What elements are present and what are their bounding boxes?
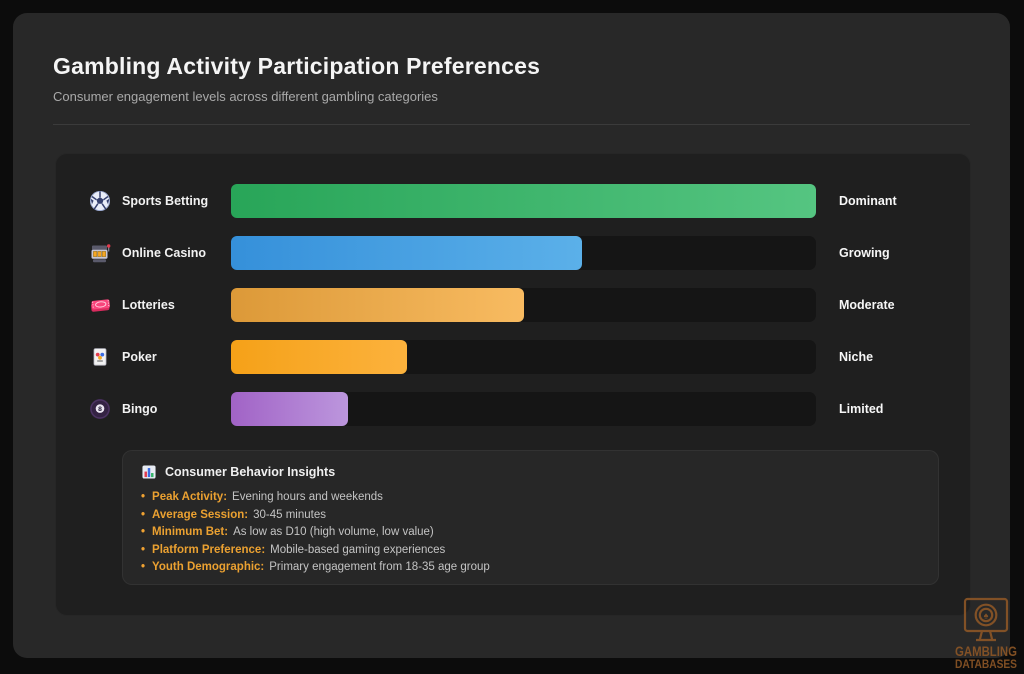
insight-text: Primary engagement from 18-35 age group: [269, 561, 490, 574]
insight-item: • Minimum Bet: As low as D10 (high volume,…: [141, 524, 920, 542]
bar-fill: [231, 340, 407, 374]
bar-row: Lotteries Moderate: [89, 288, 970, 322]
status-label: Dominant: [839, 194, 897, 208]
bar-track: [231, 288, 816, 322]
insight-label: Average Session:: [152, 508, 249, 521]
spade-icon: ♠: [984, 611, 989, 621]
insights-panel: Consumer Behavior Insights • Peak Activit…: [122, 450, 939, 585]
insight-text: Evening hours and weekends: [232, 491, 383, 503]
insight-text: 30-45 minutes: [253, 508, 326, 521]
category-label: Online Casino: [122, 246, 207, 260]
watermark-line2: DATABASES: [955, 659, 1017, 671]
bullet-icon: •: [141, 561, 146, 574]
insights-header: Consumer Behavior Insights: [141, 464, 920, 480]
bar-fill: [231, 184, 816, 218]
insight-label: Minimum Bet:: [152, 526, 229, 539]
bar-chart-icon: [141, 464, 157, 480]
slot-machine-icon: [89, 242, 111, 264]
bar-track: [231, 340, 816, 374]
bar-fill: [231, 288, 524, 322]
svg-text:8: 8: [98, 406, 102, 413]
admission-ticket-icon: [89, 294, 111, 316]
insight-text: As low as D10 (high volume, low value): [233, 526, 434, 539]
insight-label: Peak Activity:: [152, 491, 228, 503]
insight-item: • Youth Demographic: Primary engagement fr…: [141, 559, 920, 577]
pool-8-ball-icon: 8: [89, 398, 111, 420]
watermark-line1: GAMBLING: [955, 644, 1017, 659]
poker-chip-icon: [974, 603, 998, 627]
category-label: Lotteries: [122, 298, 175, 312]
insight-item: • Peak Activity: Evening hours and weekend…: [141, 489, 920, 507]
category-label: Sports Betting: [122, 194, 209, 208]
insight-label: Platform Preference:: [152, 543, 266, 556]
bar-track: [231, 184, 816, 218]
chart-card: Sports Betting Dominant Online Casino Gr…: [55, 153, 971, 616]
insights-list: • Peak Activity: Evening hours and weekend…: [141, 489, 920, 577]
status-label: Limited: [839, 402, 884, 416]
bar-track: [231, 392, 816, 426]
bar-fill: [231, 236, 582, 270]
header: Gambling Activity Participation Preferen…: [13, 13, 1010, 125]
bullet-icon: •: [141, 526, 146, 539]
category-label: Bingo: [122, 402, 158, 416]
soccer-ball-icon: [89, 190, 111, 212]
status-label: Niche: [839, 350, 874, 364]
bullet-icon: •: [141, 491, 146, 503]
bar-row: Sports Betting Dominant: [89, 184, 970, 218]
gambling-databases-logo: ♠ GAMBLING DATABASES: [955, 597, 1017, 671]
monitor-icon: [963, 597, 1009, 633]
page-title: Gambling Activity Participation Preferen…: [53, 53, 541, 79]
bar-row: Online Casino Growing: [89, 236, 970, 270]
bar-row: 8 Bingo Limited: [89, 392, 970, 426]
bar-row: Poker Niche: [89, 340, 970, 374]
insight-label: Youth Demographic:: [152, 561, 265, 574]
status-label: Moderate: [839, 298, 895, 312]
insights-title: Consumer Behavior Insights: [165, 465, 336, 479]
insight-item: • Average Session: 30-45 minutes: [141, 507, 920, 525]
page-subtitle: Consumer engagement levels across differ…: [53, 89, 438, 104]
insight-text: Mobile-based gaming experiences: [270, 543, 446, 556]
header-divider: [53, 124, 970, 125]
bullet-icon: •: [141, 543, 146, 556]
category-label: Poker: [122, 350, 157, 364]
bar-track: [231, 236, 816, 270]
main-panel: Gambling Activity Participation Preferen…: [13, 13, 1010, 658]
insight-item: • Platform Preference: Mobile-based gaming…: [141, 542, 920, 560]
status-label: Growing: [839, 246, 890, 260]
bar-rows: Sports Betting Dominant Online Casino Gr…: [89, 184, 970, 426]
bar-fill: [231, 392, 348, 426]
joker-card-icon: [89, 346, 111, 368]
bullet-icon: •: [141, 508, 146, 521]
